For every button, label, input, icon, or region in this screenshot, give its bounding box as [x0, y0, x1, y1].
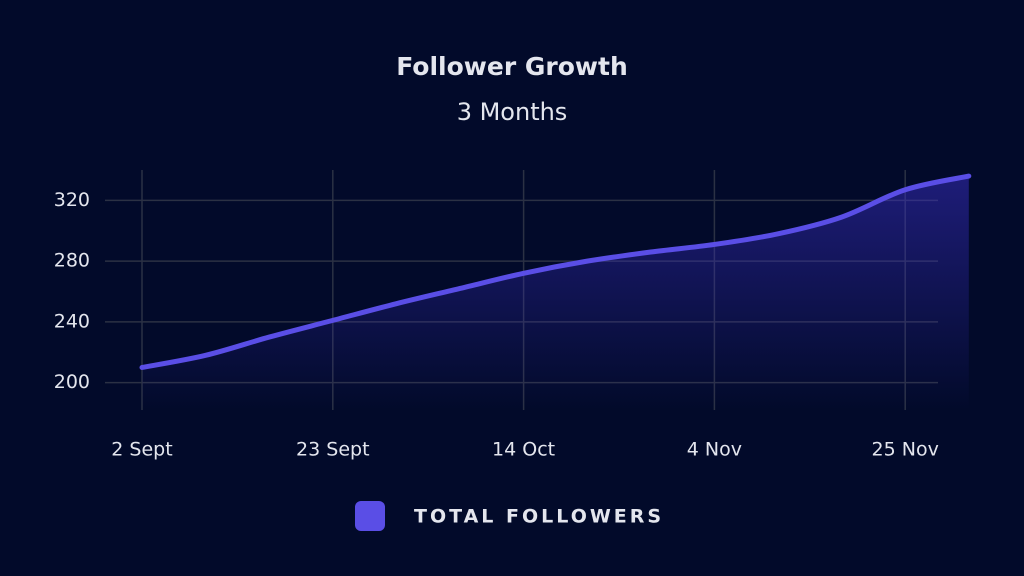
chart-subtitle: 3 Months [457, 98, 568, 126]
chart-title: Follower Growth [396, 52, 628, 81]
y-tick-label: 200 [54, 371, 90, 393]
legend-swatch [355, 501, 385, 531]
y-tick-label: 320 [54, 189, 90, 211]
y-tick-label: 240 [54, 310, 90, 332]
y-tick-label: 280 [54, 250, 90, 272]
area-fill [142, 176, 969, 410]
legend-label: TOTAL FOLLOWERS [414, 506, 664, 528]
x-tick-label: 25 Nov [872, 439, 939, 461]
line [139, 173, 972, 370]
x-tick-label: 14 Oct [492, 439, 555, 461]
x-tick-label: 2 Sept [111, 439, 172, 461]
x-tick-label: 23 Sept [296, 439, 369, 461]
x-tick-label: 4 Nov [687, 439, 742, 461]
